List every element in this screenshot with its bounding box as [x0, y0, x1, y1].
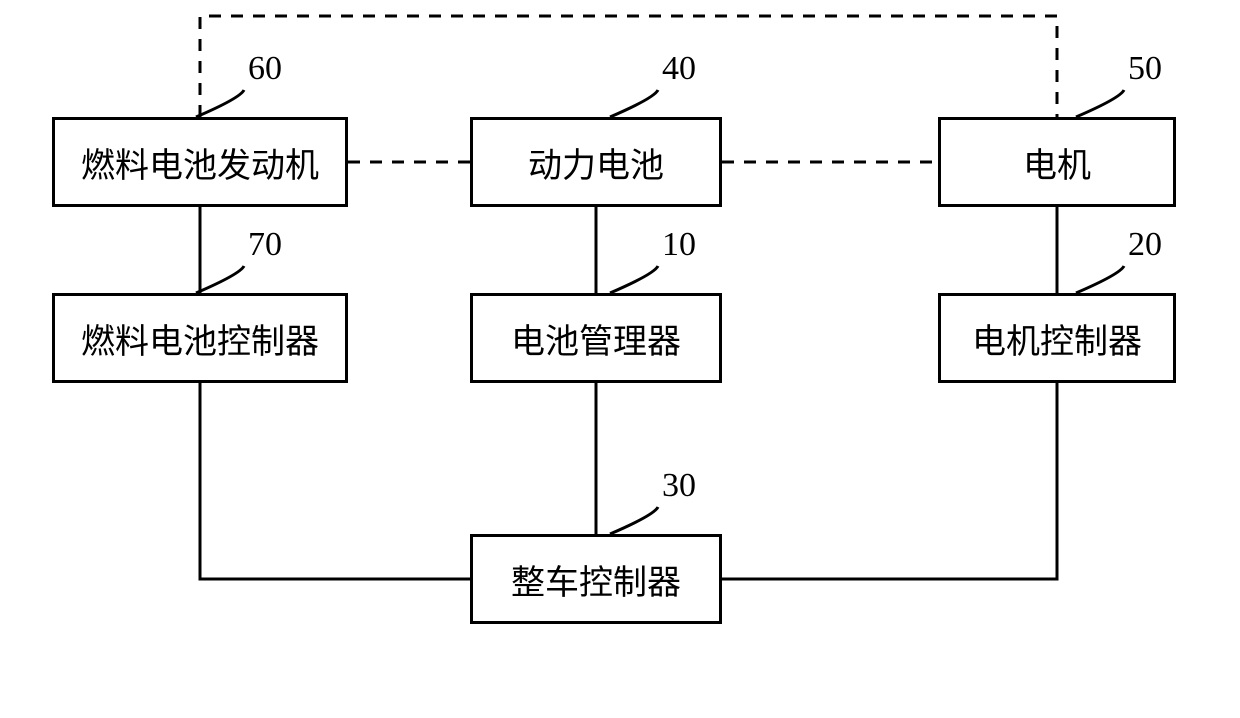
box-battery-manager-text: 电池管理器 — [511, 314, 681, 363]
box-motor-controller: 电机控制器 — [938, 293, 1176, 383]
box-vehicle-controller-text: 整车控制器 — [511, 555, 681, 604]
label-40: 40 — [662, 50, 696, 88]
box-motor: 电机 — [938, 117, 1176, 207]
label-70: 70 — [248, 226, 282, 264]
label-50: 50 — [1128, 50, 1162, 88]
box-fuel-cell-controller-text: 燃料电池控制器 — [81, 314, 319, 363]
box-motor-controller-text: 电机控制器 — [972, 314, 1142, 363]
box-vehicle-controller: 整车控制器 — [470, 534, 722, 624]
box-fuel-cell-controller: 燃料电池控制器 — [52, 293, 348, 383]
edge-20-30 — [722, 383, 1057, 579]
leader-l60 — [196, 90, 244, 117]
leader-l10 — [610, 266, 658, 293]
leader-l30 — [610, 507, 658, 534]
box-battery-manager: 电池管理器 — [470, 293, 722, 383]
label-10: 10 — [662, 226, 696, 264]
leader-l70 — [196, 266, 244, 293]
label-20: 20 — [1128, 226, 1162, 264]
box-fuel-cell-engine-text: 燃料电池发动机 — [81, 138, 319, 187]
box-fuel-cell-engine: 燃料电池发动机 — [52, 117, 348, 207]
leader-l50 — [1076, 90, 1124, 117]
leader-l40 — [610, 90, 658, 117]
edge-60-50-dashed-bus — [200, 16, 1057, 117]
edge-70-30 — [200, 383, 470, 579]
label-60: 60 — [248, 50, 282, 88]
diagram-canvas: 燃料电池发动机 动力电池 电机 燃料电池控制器 电池管理器 电机控制器 整车控制… — [0, 0, 1240, 718]
box-motor-text: 电机 — [1023, 138, 1091, 187]
box-power-battery: 动力电池 — [470, 117, 722, 207]
box-power-battery-text: 动力电池 — [528, 138, 664, 187]
label-30: 30 — [662, 467, 696, 505]
leader-l20 — [1076, 266, 1124, 293]
